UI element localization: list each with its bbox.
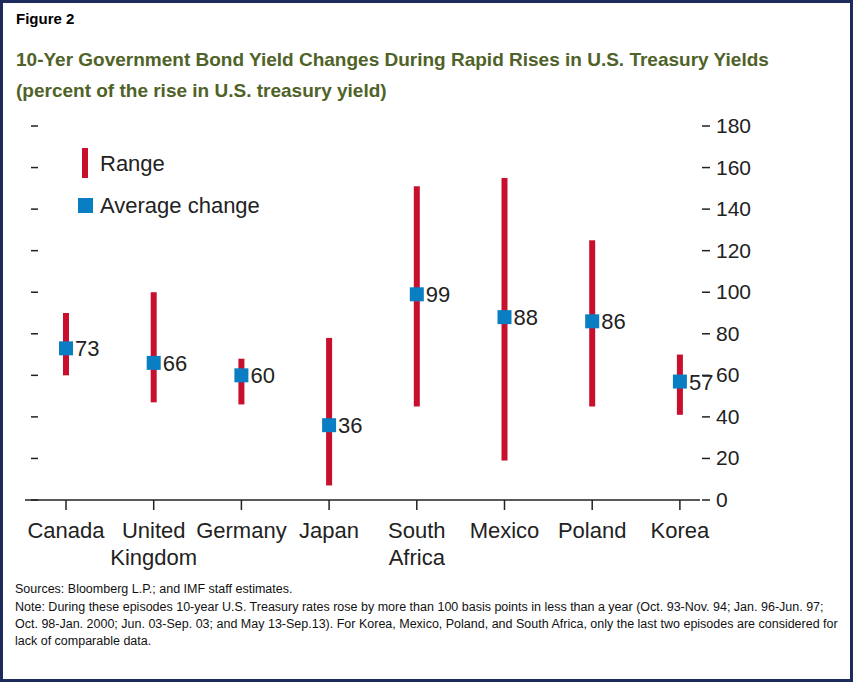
average-marker <box>234 368 248 382</box>
category-label-line: Mexico <box>470 518 540 543</box>
data-label: 36 <box>338 413 362 438</box>
left-tick <box>31 291 38 293</box>
right-tick <box>702 291 710 293</box>
left-tick <box>31 458 38 460</box>
y-tick-label: 140 <box>716 197 751 220</box>
note: Note: During these episodes 10-year U.S.… <box>15 599 840 650</box>
y-tick-label: 40 <box>716 405 739 428</box>
category-label: Canada <box>27 518 105 543</box>
category-label-line: Africa <box>389 545 446 570</box>
plot-marks <box>59 178 687 486</box>
y-tick-label: 60 <box>716 363 739 386</box>
right-tick <box>702 250 710 252</box>
category-label-line: South <box>388 518 446 543</box>
left-tick <box>31 167 38 169</box>
data-labels: 73 66 60 36 99 88 86 57 <box>75 282 713 438</box>
category-label-line: Canada <box>27 518 105 543</box>
left-tick <box>31 375 38 377</box>
data-label: 86 <box>601 309 625 334</box>
range-bar <box>151 292 157 402</box>
x-tick <box>328 500 330 510</box>
average-marker <box>585 314 599 328</box>
x-axis-line <box>25 499 700 501</box>
right-tick <box>702 416 710 418</box>
category-label-line: United <box>122 518 186 543</box>
category-label-line: Japan <box>299 518 359 543</box>
average-marker <box>498 310 512 324</box>
category-label: Poland <box>558 518 627 543</box>
figure-frame: Figure 2 10-Yer Government Bond Yield Ch… <box>0 0 853 682</box>
category-label-line: Kingdom <box>110 545 197 570</box>
x-tick <box>679 500 681 510</box>
data-label: 57 <box>689 370 713 395</box>
category-label: SouthAfrica <box>388 518 446 570</box>
y-tick-label: 100 <box>716 280 751 303</box>
legend: Range Average change <box>78 148 260 218</box>
legend-label: Average change <box>100 193 260 218</box>
legend-label: Range <box>100 151 165 176</box>
average-marker <box>322 418 336 432</box>
x-tick <box>241 500 243 510</box>
right-tick <box>702 125 710 127</box>
left-tick <box>31 125 38 127</box>
average-marker <box>147 356 161 370</box>
category-label-line: Germany <box>196 518 286 543</box>
x-tick <box>153 500 155 510</box>
figure-label: Figure 2 <box>16 10 74 27</box>
right-tick <box>702 167 710 169</box>
y-tick-label: 120 <box>716 239 751 262</box>
range-bar <box>326 338 332 486</box>
left-tick <box>31 416 38 418</box>
x-tick <box>591 500 593 510</box>
right-tick <box>702 333 710 335</box>
right-tick <box>702 208 710 210</box>
data-label: 60 <box>250 363 274 388</box>
subtitle: (percent of the rise in U.S. treasury yi… <box>16 80 387 102</box>
left-tick <box>31 208 38 210</box>
data-label: 66 <box>163 351 187 376</box>
category-label: Japan <box>299 518 359 543</box>
y-tick-label: 80 <box>716 322 739 345</box>
category-label: Germany <box>196 518 286 543</box>
data-label: 99 <box>426 282 450 307</box>
sources: Sources: Bloomberg L.P.; and IMF staff e… <box>15 581 840 598</box>
category-label: Mexico <box>470 518 540 543</box>
average-marker <box>410 287 424 301</box>
category-label-line: Poland <box>558 518 627 543</box>
title: 10-Yer Government Bond Yield Changes Dur… <box>16 49 769 71</box>
y-tick-label: 20 <box>716 446 739 469</box>
right-tick <box>702 458 710 460</box>
y-tick-label: 180 <box>716 114 751 137</box>
left-tick <box>31 250 38 252</box>
x-tick <box>65 500 67 510</box>
chart: 020406080100120140160180CanadaUnitedKing… <box>3 3 850 679</box>
category-label: UnitedKingdom <box>110 518 197 570</box>
category-label-line: Korea <box>651 518 710 543</box>
x-tick <box>416 500 418 510</box>
y-tick-label: 160 <box>716 156 751 179</box>
legend-swatch <box>78 198 93 213</box>
data-label: 73 <box>75 336 99 361</box>
legend-swatch <box>82 148 88 178</box>
x-tick <box>504 500 506 510</box>
category-label: Korea <box>651 518 710 543</box>
average-marker <box>673 375 687 389</box>
data-label: 88 <box>514 305 538 330</box>
right-tick <box>702 499 710 501</box>
left-tick <box>31 333 38 335</box>
y-tick-label: 0 <box>716 488 728 511</box>
average-marker <box>59 341 73 355</box>
